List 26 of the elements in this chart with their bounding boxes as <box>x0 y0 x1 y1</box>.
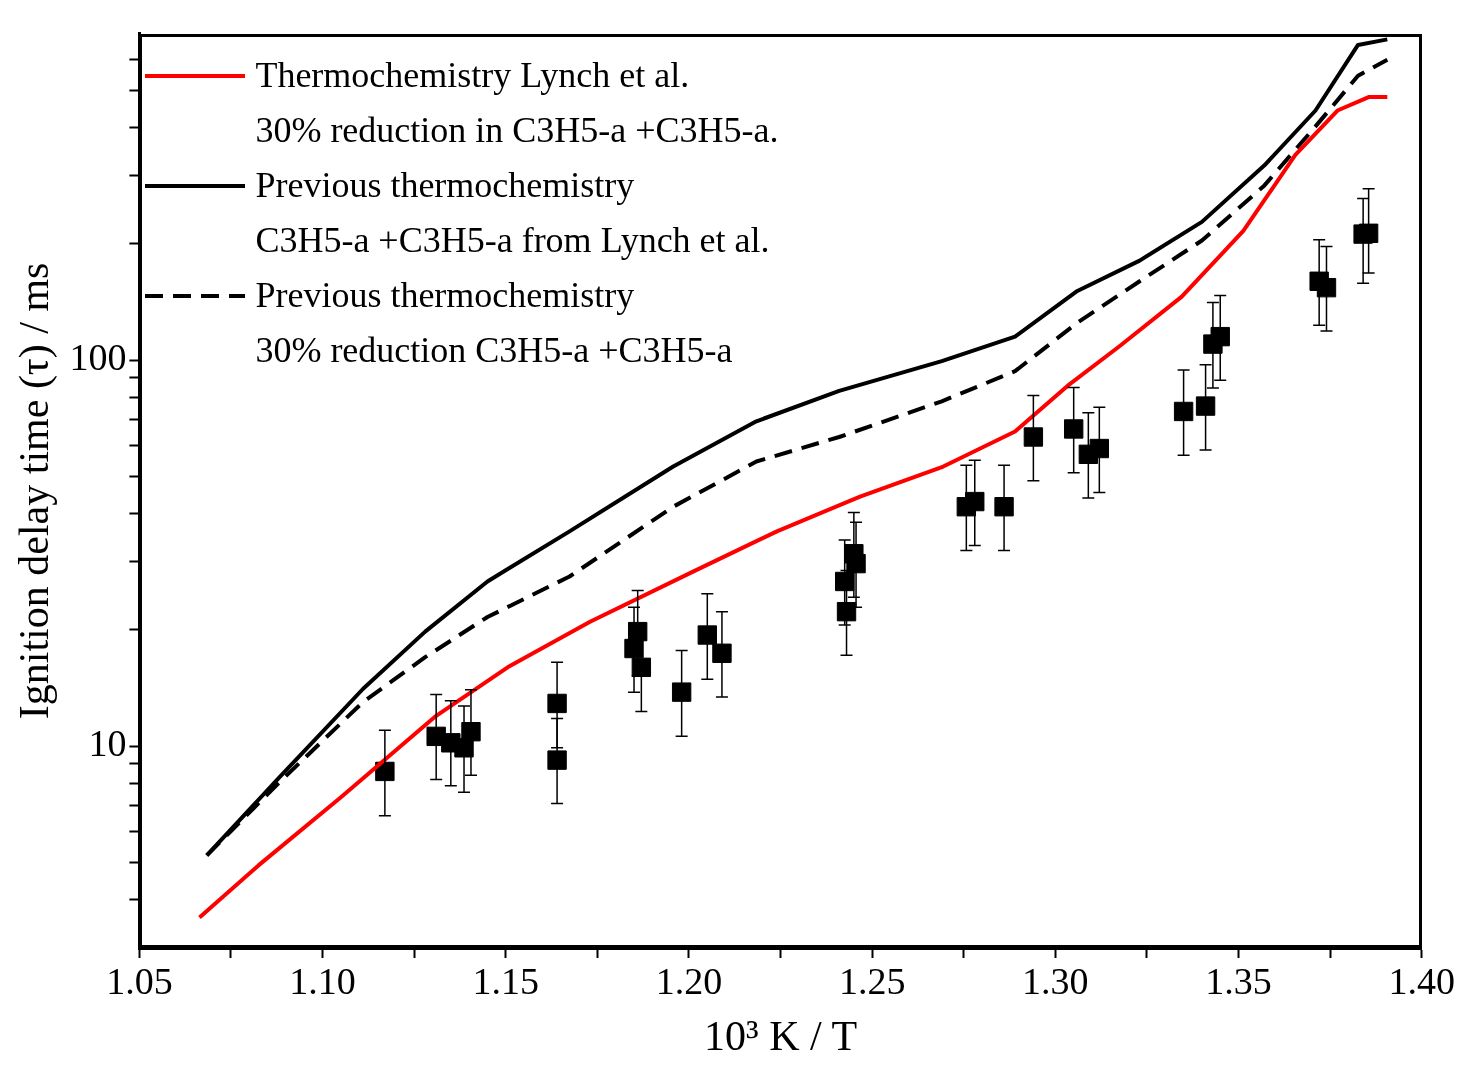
point <box>697 625 717 645</box>
x-tick-label: 1.10 <box>289 959 356 1002</box>
point <box>1195 396 1216 416</box>
point <box>1023 427 1044 447</box>
x-tick-label: 1.20 <box>655 959 723 1002</box>
x-tick-label: 1.15 <box>472 959 540 1002</box>
point <box>547 693 567 714</box>
point <box>712 643 732 663</box>
x-tick-label: 1.25 <box>838 959 906 1002</box>
point <box>994 497 1014 517</box>
point <box>1089 438 1110 459</box>
x-tick-label: 1.05 <box>106 959 173 1002</box>
point <box>671 682 692 702</box>
legend-label: Previous thermochemistry 30% reduction C3H5-a +C3H5-a <box>255 273 733 372</box>
point <box>1173 401 1194 422</box>
y-tick-label: 10 <box>88 722 127 765</box>
x-tick-label: 1.30 <box>1022 959 1089 1002</box>
x-tick-label: 1.35 <box>1205 959 1272 1002</box>
point <box>1063 419 1084 439</box>
x-tick-label: 1.40 <box>1388 959 1455 1002</box>
x-axis-title: 10³ K / T <box>704 1012 858 1059</box>
point <box>547 750 567 770</box>
legend-label: Thermochemistry Lynch et al. 30% reduction in C3H5-a +C3H5-a. <box>255 53 779 152</box>
legend-label: Previous thermochemistry C3H5-a +C3H5-a from Lynch et al. <box>255 163 770 262</box>
y-tick-label: 100 <box>69 336 127 379</box>
y-axis-title: Ignition delay time (τ) / ms <box>11 262 59 720</box>
